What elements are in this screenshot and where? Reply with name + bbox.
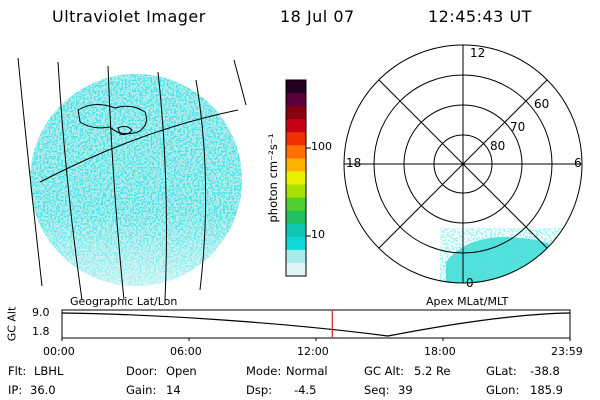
meridian-line	[233, 59, 247, 106]
altitude-ytick: 1.8	[32, 325, 50, 338]
info-flt-value: LBHL	[34, 364, 64, 378]
colorbar-band	[286, 223, 306, 238]
colorbar-band	[286, 145, 306, 159]
mlt-label-0: 0	[466, 276, 474, 290]
colorbar-band	[286, 93, 306, 107]
info-glat-value: -38.8	[530, 364, 560, 378]
info-glon-label: GLon:	[486, 383, 520, 397]
colorbar-band	[286, 158, 306, 172]
polar-diagonal	[378, 79, 548, 249]
altitude-plot	[61, 309, 571, 341]
colorbar-band	[286, 197, 306, 212]
info-gcalt-value: 5.2 Re	[414, 364, 451, 378]
info-gcalt-label: GC Alt:	[364, 364, 405, 378]
colorbar-band	[286, 106, 306, 120]
colorbar-band	[286, 184, 306, 199]
header-date: 18 Jul 07	[280, 7, 355, 26]
colorbar-tick-10: 10	[311, 228, 325, 241]
info-glat-label: GLat:	[486, 364, 517, 378]
colorbar-tick-100: 100	[311, 140, 332, 153]
info-glon-value: 185.9	[530, 383, 563, 397]
colorbar-band	[286, 210, 306, 225]
geographic-image	[17, 57, 247, 301]
colorbar-band	[286, 80, 306, 94]
colorbar-band	[286, 171, 306, 186]
lat-label-70: 70	[510, 120, 526, 134]
altitude-curve	[61, 312, 571, 337]
coastline	[77, 104, 147, 135]
colorbar-frame	[285, 79, 307, 277]
polar-plot	[343, 44, 583, 284]
info-ip-label: IP:	[8, 383, 23, 397]
altitude-ylabel: GC Alt	[5, 306, 19, 342]
coastline-island	[117, 125, 133, 135]
app-title: Ultraviolet Imager	[52, 7, 206, 26]
info-gain-label: Gain:	[126, 383, 157, 397]
colorbar-band	[286, 236, 306, 251]
info-dsp-value: -4.5	[294, 383, 317, 397]
colorbar-band	[286, 262, 306, 277]
altitude-xtick: 06:00	[170, 345, 202, 358]
header-time: 12:45:43 UT	[428, 7, 532, 26]
info-door-value: Open	[166, 364, 197, 378]
projection-label-right: Apex MLat/MLT	[426, 295, 509, 308]
altitude-ytick: 9.0	[32, 306, 50, 319]
info-seq-label: Seq:	[364, 383, 390, 397]
polar-emission-noise	[440, 228, 570, 283]
emission-fade	[30, 74, 242, 286]
projection-label-left: Geographic Lat/Lon	[70, 295, 178, 308]
mlt-label-18: 18	[346, 156, 362, 170]
info-mode-value: Normal	[286, 364, 328, 378]
meridian-line	[157, 71, 167, 301]
parallel-line	[39, 109, 239, 183]
info-mode-label: Mode:	[246, 364, 282, 378]
colorbar	[286, 80, 306, 277]
altitude-xtick: 23:59	[551, 345, 583, 358]
meridian-line	[57, 61, 83, 301]
info-ip-value: 36.0	[30, 383, 56, 397]
info-dsp-label: Dsp:	[246, 383, 273, 397]
lat-label-80: 80	[490, 139, 506, 153]
colorbar-unit-label: photon cm⁻²s⁻¹	[266, 133, 280, 223]
meridian-line	[107, 65, 125, 301]
lat-label-60: 60	[534, 97, 550, 111]
meridian-line	[17, 57, 43, 287]
altitude-xtick: 00:00	[43, 345, 75, 358]
mlt-label-12: 12	[470, 46, 486, 60]
info-door-label: Door:	[126, 364, 158, 378]
altitude-xtick: 18:00	[424, 345, 456, 358]
altitude-xtick: 12:00	[297, 345, 329, 358]
meridian-line	[195, 79, 207, 291]
info-gain-value: 14	[166, 383, 181, 397]
mlt-label-6: 6	[574, 156, 582, 170]
colorbar-band	[286, 249, 306, 264]
colorbar-band	[286, 132, 306, 146]
info-flt-label: Flt:	[8, 364, 27, 378]
altitude-frame	[61, 309, 571, 339]
colorbar-band	[286, 119, 306, 133]
info-seq-value: 39	[398, 383, 413, 397]
